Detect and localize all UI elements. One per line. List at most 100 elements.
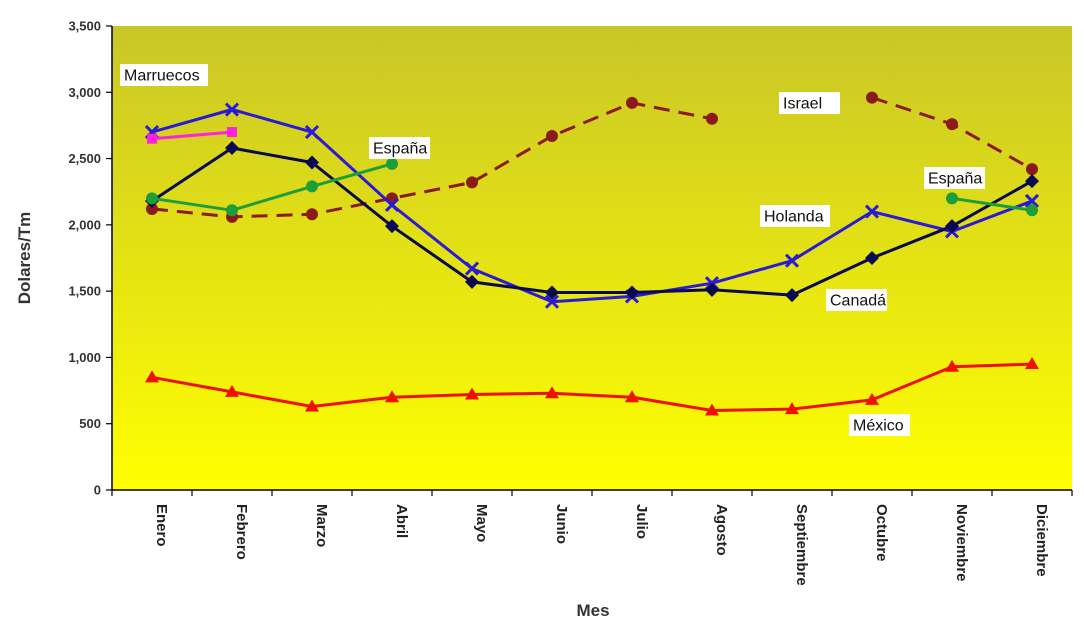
data-point — [224, 102, 240, 117]
annotation-layer: Marruecos España Israel España Holanda Canadá… — [120, 64, 985, 436]
data-point — [785, 402, 799, 415]
y-tick-label: 500 — [79, 416, 101, 431]
y-tick-label: 2,500 — [68, 151, 101, 166]
series-line — [151, 362, 1033, 412]
series-mexico — [145, 357, 1039, 416]
axes: 0 500 1,000 1,500 2,000 2,500 3,000 3,500 Enero F… — [68, 19, 1073, 586]
data-point — [1026, 163, 1038, 176]
series-marruecos — [147, 127, 237, 144]
data-point — [1026, 204, 1038, 217]
data-point — [145, 370, 159, 383]
data-point — [866, 91, 878, 104]
y-tick-label: 1,000 — [68, 350, 101, 365]
label-espana: España — [924, 167, 985, 189]
x-tick-label: Noviembre — [953, 504, 970, 582]
data-point — [465, 387, 479, 400]
label-text: Marruecos — [124, 68, 200, 85]
data-point — [625, 390, 639, 403]
data-point — [385, 390, 399, 403]
data-point — [1025, 357, 1039, 370]
data-point — [465, 274, 479, 289]
data-point — [386, 157, 398, 170]
y-tick-label: 1,500 — [68, 284, 101, 299]
series-holanda — [144, 102, 1040, 309]
x-tick-label: Abril — [393, 504, 410, 538]
series-line — [151, 130, 233, 141]
label-canada: Canadá — [826, 289, 887, 311]
x-tick-label: Julio — [633, 504, 650, 539]
series-espana — [146, 157, 1038, 217]
label-text: México — [853, 418, 904, 435]
data-point — [1025, 174, 1039, 189]
series-line — [151, 108, 1033, 304]
data-point — [544, 294, 560, 309]
data-point — [784, 253, 800, 268]
label-text: Holanda — [764, 209, 824, 226]
series-layer — [144, 91, 1040, 416]
data-point — [306, 180, 318, 193]
label-box — [369, 137, 430, 159]
data-point — [785, 288, 799, 303]
data-point — [705, 403, 719, 416]
series-line — [951, 196, 1033, 212]
y-tick-label: 3,000 — [68, 85, 101, 100]
label-marruecos: Marruecos — [120, 64, 208, 86]
label-box — [924, 167, 985, 189]
data-point — [146, 202, 158, 215]
x-tick-label: Octubre — [873, 504, 890, 562]
x-axis-title: Mes — [576, 601, 609, 620]
label-box — [779, 92, 840, 114]
data-point — [304, 124, 320, 140]
x-tick-label: Agosto — [713, 504, 730, 556]
series-israel — [146, 91, 1038, 223]
label-box — [849, 414, 910, 436]
x-tick-label: Marzo — [313, 504, 330, 547]
data-point — [625, 285, 639, 300]
label-box — [760, 205, 830, 227]
y-tick-label: 0 — [94, 483, 101, 498]
data-point — [464, 261, 480, 276]
label-holanda: Holanda — [760, 205, 830, 227]
label-mexico: México — [849, 414, 910, 436]
data-point — [546, 130, 558, 143]
data-point — [147, 133, 157, 144]
label-text: España — [373, 141, 427, 158]
data-point — [225, 384, 239, 397]
data-point — [305, 155, 319, 170]
label-espana: España — [369, 137, 430, 159]
series-canada — [145, 140, 1039, 303]
data-point — [626, 96, 638, 109]
data-point — [384, 197, 400, 213]
label-israel: Israel — [779, 92, 840, 114]
label-text: Israel — [783, 96, 822, 113]
y-axis-title: Dolares/Tm — [15, 212, 34, 305]
data-point — [865, 251, 879, 265]
y-tick-label: 2,000 — [68, 217, 101, 232]
data-point — [945, 359, 959, 372]
data-point — [227, 127, 237, 138]
series-line — [151, 101, 713, 219]
label-box — [826, 289, 887, 311]
x-tick-label: Febrero — [233, 504, 250, 560]
data-point — [225, 140, 239, 155]
data-point — [305, 399, 319, 412]
data-point — [385, 219, 399, 234]
label-box — [120, 64, 208, 86]
data-point — [545, 285, 559, 300]
series-line — [151, 162, 393, 212]
x-tick-label: Diciembre — [1033, 504, 1050, 577]
data-point — [466, 176, 478, 189]
plot-area-background — [112, 26, 1072, 490]
data-point — [946, 192, 958, 205]
data-point — [226, 204, 238, 217]
x-tick-label: Mayo — [473, 504, 490, 542]
data-point — [306, 208, 318, 221]
data-point — [864, 204, 880, 219]
x-tick-label: Enero — [153, 504, 170, 547]
data-point — [705, 282, 719, 297]
x-tick-label: Junio — [553, 504, 570, 544]
label-text: España — [928, 171, 982, 188]
data-point — [865, 392, 879, 405]
